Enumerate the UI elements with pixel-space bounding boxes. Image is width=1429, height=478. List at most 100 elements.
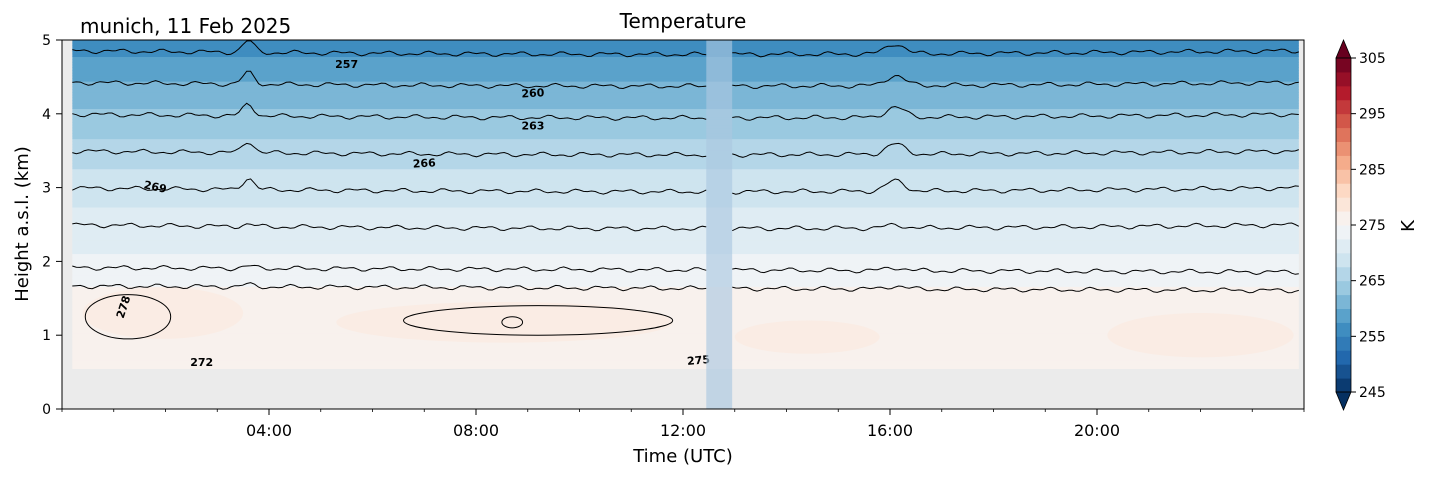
temperature-band xyxy=(72,48,1299,52)
colorbar-segment xyxy=(1336,113,1351,129)
contour-label: 260 xyxy=(521,86,545,100)
colorbar-tick-label: 255 xyxy=(1359,329,1386,345)
contour-line xyxy=(732,45,1299,58)
temperature-band xyxy=(72,102,1299,107)
temperature-band xyxy=(72,127,1299,131)
temperature-band xyxy=(72,40,1299,44)
temperature-band xyxy=(72,310,1299,315)
warm-patch xyxy=(734,320,880,354)
x-tick-label: 16:00 xyxy=(867,421,913,440)
contour-line xyxy=(732,74,1299,89)
contour-line xyxy=(72,70,707,90)
temperature-band xyxy=(72,365,1299,370)
temperature-band xyxy=(72,360,1299,364)
temperature-band xyxy=(72,321,1299,326)
temperature-band xyxy=(72,113,1299,118)
colorbar-tick-label: 245 xyxy=(1359,385,1386,401)
x-tick-label: 12:00 xyxy=(660,421,706,440)
contour-line xyxy=(732,105,1299,121)
temperature-band xyxy=(72,146,1299,151)
temperature-band xyxy=(72,124,1299,129)
temperature-band xyxy=(72,316,1299,320)
contour-label: 266 xyxy=(412,156,436,170)
x-axis-label: Time (UTC) xyxy=(632,446,733,467)
temperature-band xyxy=(72,130,1299,134)
colorbar-segment xyxy=(1336,322,1351,337)
temperature-band xyxy=(72,228,1299,233)
temperature-band xyxy=(72,305,1299,309)
colorbar-segment xyxy=(1336,280,1351,296)
temperature-band xyxy=(72,242,1299,246)
temperature-band xyxy=(72,135,1299,140)
chart-title: Temperature xyxy=(619,9,747,33)
temperature-band xyxy=(72,165,1299,170)
temperature-band xyxy=(72,174,1299,178)
temperature-band xyxy=(72,193,1299,197)
contour-closed xyxy=(501,316,524,329)
temperature-band xyxy=(72,261,1299,266)
y-axis: 0 1 2 3 4 5 xyxy=(42,33,62,418)
contour-label: 275 xyxy=(686,353,710,368)
temperature-band xyxy=(72,278,1299,282)
colorbar-extend-min xyxy=(1335,391,1352,412)
temperature-band xyxy=(72,297,1299,301)
temperature-band xyxy=(72,220,1299,224)
temperature-band xyxy=(72,234,1299,238)
colorbar-segment xyxy=(1336,141,1351,156)
temperature-band xyxy=(72,143,1299,148)
colorbar-tick-label: 275 xyxy=(1359,218,1386,234)
y-tick-label: 4 xyxy=(42,107,51,123)
temperature-band xyxy=(72,97,1299,101)
contour-line xyxy=(72,102,707,121)
temperature-band xyxy=(72,105,1299,110)
temperature-band xyxy=(72,133,1299,137)
warm-anomaly-patches xyxy=(82,287,1294,358)
contour-lines xyxy=(72,40,1300,340)
colorbar-tick-label: 295 xyxy=(1359,107,1386,123)
temperature-band xyxy=(72,289,1299,293)
colorbar-segment xyxy=(1336,183,1351,198)
temperature-band xyxy=(72,50,1299,55)
colorbar-segment xyxy=(1336,225,1351,240)
temperature-band xyxy=(72,349,1299,353)
temperature-band xyxy=(72,157,1299,162)
colorbar-segment xyxy=(1336,364,1351,379)
x-tick-label: 04:00 xyxy=(246,421,292,440)
temperature-band xyxy=(72,354,1299,359)
temperature-band xyxy=(72,286,1299,290)
temperature-band xyxy=(72,343,1299,348)
chart-subtitle: munich, 11 Feb 2025 xyxy=(80,14,291,38)
temperature-band xyxy=(72,179,1299,183)
temperature-band xyxy=(72,64,1299,68)
temperature-band xyxy=(72,294,1299,298)
temperature-band xyxy=(72,264,1299,268)
color-bands xyxy=(72,40,1299,370)
temperature-band xyxy=(72,250,1299,255)
temperature-band xyxy=(72,176,1299,181)
warm-patch xyxy=(82,287,244,339)
contour-line xyxy=(731,222,1300,232)
temperature-band xyxy=(72,247,1299,252)
temperature-band xyxy=(72,291,1299,296)
temperature-band xyxy=(72,283,1299,287)
y-axis-label: Height a.s.l. (km) xyxy=(12,146,33,302)
temperature-band xyxy=(72,89,1299,93)
temperature-band xyxy=(72,327,1299,331)
contour-line xyxy=(72,264,707,273)
temperature-band xyxy=(72,81,1299,85)
colorbar-segment xyxy=(1336,127,1351,142)
colorbar-segment xyxy=(1336,58,1351,73)
temperature-band xyxy=(72,275,1299,279)
temperature-band xyxy=(72,108,1299,112)
temperature-band xyxy=(72,168,1299,172)
contour-line xyxy=(72,282,707,292)
temperature-band xyxy=(72,302,1299,307)
temperature-band xyxy=(72,258,1299,263)
temperature-band xyxy=(72,313,1299,318)
temperature-band xyxy=(72,152,1299,156)
data-gap xyxy=(706,40,733,409)
temperature-band xyxy=(72,171,1299,175)
temperature-band xyxy=(72,75,1299,79)
temperature-band xyxy=(72,280,1299,285)
